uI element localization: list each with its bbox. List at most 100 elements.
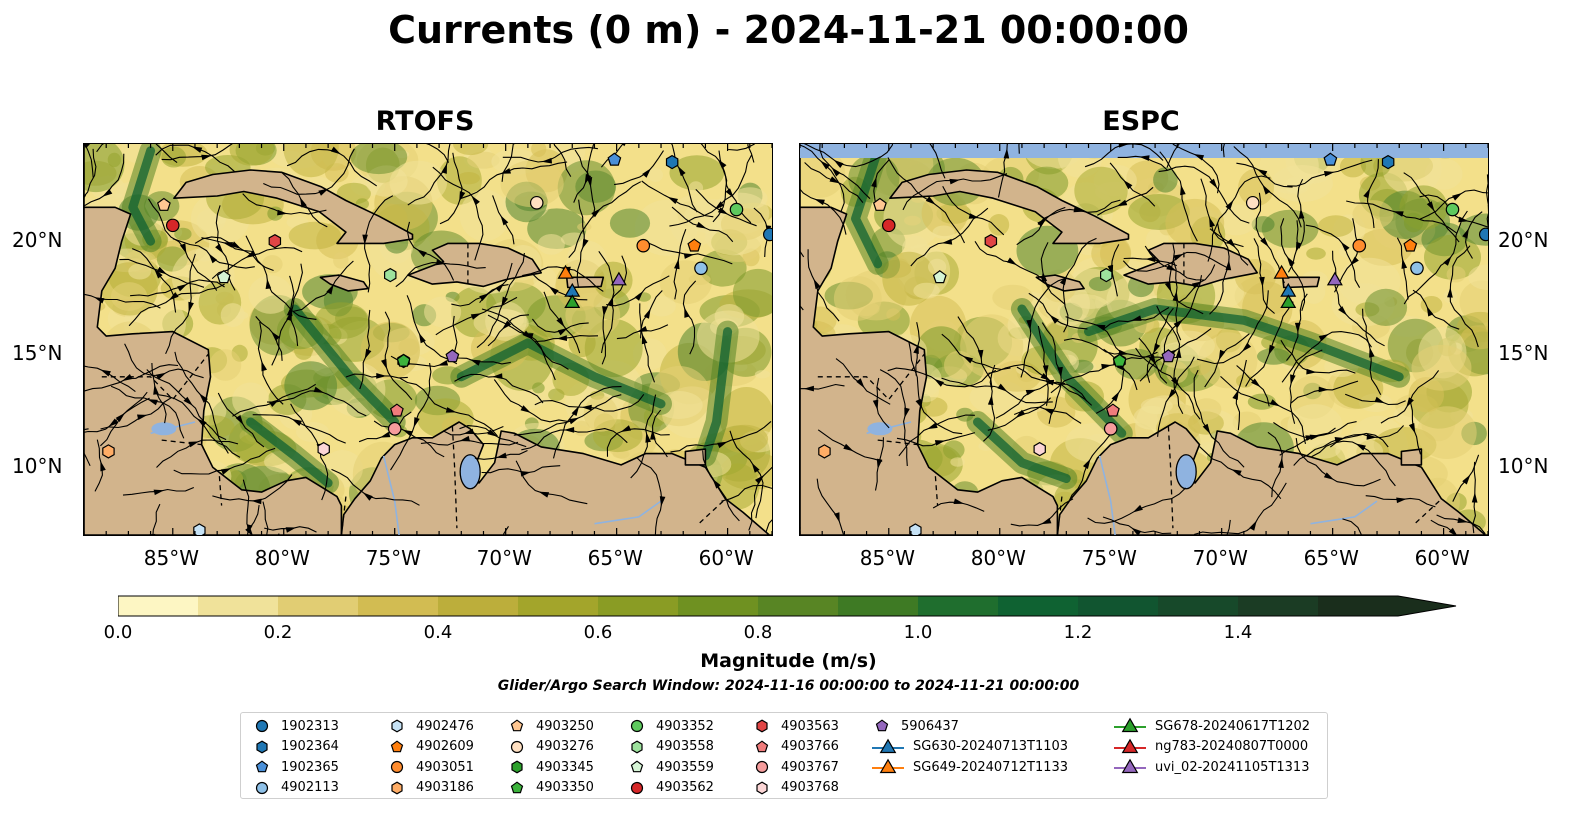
marker-4903563 bbox=[268, 234, 282, 249]
country-border bbox=[1167, 426, 1174, 529]
marker-4903768 bbox=[1033, 441, 1046, 457]
streamline-arrow bbox=[1037, 218, 1047, 227]
streamline-arrow bbox=[1003, 148, 1010, 159]
streamline-arrow bbox=[751, 462, 760, 473]
streamline-arrow bbox=[180, 243, 187, 254]
colorbar-tick-label: 1.4 bbox=[1223, 622, 1253, 643]
streamline-arrow bbox=[586, 177, 593, 188]
streamline-arrow bbox=[607, 296, 614, 307]
streamline-arrow bbox=[381, 358, 388, 370]
legend-label: 4902476 bbox=[416, 718, 474, 734]
legend-label: 4903558 bbox=[656, 739, 714, 755]
streamline-arrow bbox=[643, 308, 651, 319]
streamline-arrow bbox=[913, 343, 919, 354]
streamline-arrow bbox=[1426, 201, 1435, 212]
colorbar-tick-label: 1.2 bbox=[1063, 622, 1093, 643]
streamline-arrow bbox=[1025, 389, 1037, 396]
streamline-arrow bbox=[843, 443, 854, 452]
legend-item: SG649-20240712T1133 bbox=[871, 757, 1068, 778]
streamline-arrow bbox=[1166, 264, 1177, 271]
legend-item: 4903766 bbox=[751, 737, 839, 758]
streamline-arrow bbox=[277, 209, 288, 216]
streamline-arrow bbox=[714, 201, 725, 210]
streamline-arrow bbox=[1318, 333, 1330, 342]
streamline-arrow bbox=[557, 327, 568, 336]
streamline-arrow bbox=[108, 418, 119, 427]
streamline-arrow bbox=[1323, 472, 1335, 480]
streamline-arrow bbox=[1209, 216, 1216, 228]
marker-4902113 bbox=[1410, 261, 1424, 276]
streamline-arrow bbox=[222, 242, 233, 248]
streamline-arrow bbox=[1408, 423, 1416, 434]
legend-marker-icon bbox=[255, 720, 269, 733]
legend-label: 4903250 bbox=[536, 718, 594, 734]
streamline-arrow bbox=[1338, 306, 1348, 316]
marker-SG649-20240712T1133 bbox=[1273, 264, 1290, 279]
legend-label: 4903559 bbox=[656, 759, 714, 775]
streamline-arrow bbox=[362, 234, 368, 245]
legend-marker-icon bbox=[872, 758, 904, 774]
streamline-arrow bbox=[962, 355, 974, 364]
legend-column: 4902476 4902609 4903051 4903186 bbox=[386, 716, 474, 798]
legend-marker-icon bbox=[510, 719, 524, 732]
country-border bbox=[877, 439, 918, 446]
legend-column: 4903563 4903766 4903767 4903768 bbox=[751, 716, 839, 798]
float-markers bbox=[102, 152, 772, 535]
legend-item: 4903767 bbox=[751, 757, 839, 778]
streamline-arrow bbox=[1101, 363, 1112, 370]
country-border bbox=[218, 476, 223, 506]
streamline-arrow bbox=[155, 372, 167, 380]
marker-4903562 bbox=[881, 218, 896, 233]
marker-4903563 bbox=[984, 234, 998, 249]
colorbar-segment bbox=[1158, 596, 1239, 616]
marker-4902113 bbox=[694, 261, 708, 276]
streamline-arrow bbox=[548, 286, 559, 295]
streamline-arrow bbox=[1168, 389, 1177, 400]
streamline-arrow bbox=[362, 492, 373, 501]
legend-marker-icon bbox=[872, 738, 904, 753]
map-svg bbox=[84, 144, 772, 535]
lake-maracaibo bbox=[459, 454, 481, 490]
streamline-arrow bbox=[522, 333, 534, 339]
streamline-arrow bbox=[927, 422, 938, 430]
streamline-arrow bbox=[1286, 256, 1295, 267]
streamline-arrow bbox=[1324, 171, 1335, 177]
colorbar-segment bbox=[118, 596, 199, 616]
streamline-arrow bbox=[500, 168, 511, 174]
streamline-arrow bbox=[645, 432, 651, 443]
legend-item: 4903352 bbox=[626, 716, 714, 737]
legend-label: 4903276 bbox=[536, 739, 594, 755]
streamline-arrow bbox=[245, 250, 256, 258]
legend-item: 4903345 bbox=[506, 757, 594, 778]
streamline-arrow bbox=[1232, 389, 1239, 400]
legend-item: 4903768 bbox=[751, 778, 839, 799]
streamline-arrow bbox=[953, 498, 965, 504]
lon-tick-label: 60°W bbox=[1414, 546, 1470, 570]
legend-item: SG630-20240713T1103 bbox=[871, 737, 1068, 758]
streamline-arrow bbox=[1043, 408, 1054, 415]
legend-marker-icon bbox=[510, 781, 524, 794]
streamline-arrow bbox=[470, 359, 481, 366]
streamline-arrow bbox=[1260, 237, 1269, 248]
streamline-arrow bbox=[712, 478, 721, 489]
streamline-arrow bbox=[829, 176, 840, 184]
streamline-arrow bbox=[436, 259, 447, 266]
legend-item: 5906437 bbox=[871, 716, 1068, 737]
streamline-arrow bbox=[556, 317, 565, 328]
legend-label: 1902365 bbox=[281, 759, 339, 775]
streamline-arrow bbox=[1180, 184, 1186, 196]
streamline-arrow bbox=[122, 374, 133, 382]
map-svg bbox=[800, 144, 1488, 535]
streamline-arrow bbox=[299, 197, 307, 208]
streamline-arrow bbox=[115, 412, 125, 422]
legend-marker-icon bbox=[391, 719, 403, 733]
colorbar-label: Magnitude (m/s) bbox=[700, 650, 877, 672]
lat-tick-label-right: 20°N bbox=[1498, 228, 1549, 253]
streamline-arrow bbox=[154, 268, 163, 279]
streamline-arrow bbox=[191, 146, 203, 153]
streamline-arrow bbox=[1249, 520, 1257, 531]
streamline-arrow bbox=[659, 496, 666, 507]
streamline-arrow bbox=[471, 195, 480, 206]
legend-marker-icon bbox=[390, 761, 404, 774]
marker-4902609 bbox=[687, 238, 702, 252]
